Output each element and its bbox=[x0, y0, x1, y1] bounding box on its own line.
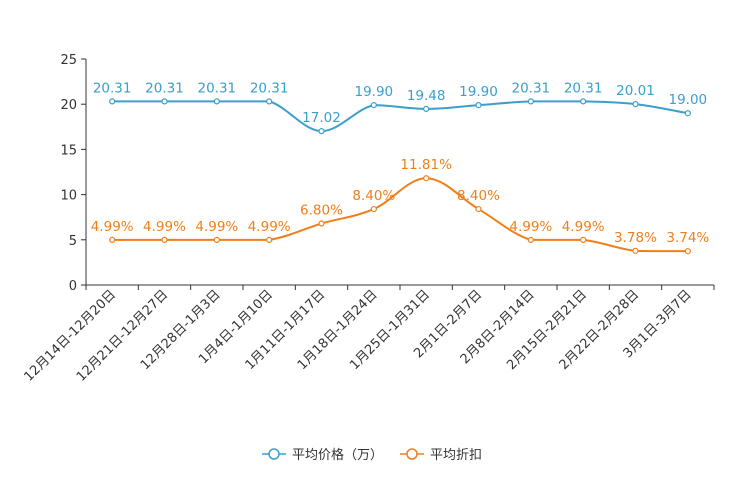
y-tick-label: 25 bbox=[60, 53, 77, 68]
data-label: 8.40% bbox=[457, 188, 500, 204]
data-point bbox=[213, 236, 220, 243]
y-tick-label: 10 bbox=[60, 189, 77, 204]
data-point bbox=[475, 102, 482, 109]
data-point bbox=[684, 110, 691, 117]
data-label: 19.48 bbox=[407, 88, 446, 104]
data-point bbox=[684, 248, 691, 255]
data-label: 3.74% bbox=[666, 230, 709, 246]
series-layer: 20.31 20.31 20.31 20.31 17.02 19.90 19.48 19.90… bbox=[91, 80, 709, 255]
data-point bbox=[266, 98, 273, 105]
data-label: 20.31 bbox=[564, 80, 603, 96]
data-label: 20.31 bbox=[93, 80, 132, 96]
data-label: 6.80% bbox=[300, 203, 343, 219]
x-tick-label: 12月21日-12月27日 bbox=[74, 287, 171, 384]
data-label: 20.31 bbox=[250, 80, 289, 96]
data-point bbox=[580, 236, 587, 243]
data-point bbox=[527, 98, 534, 105]
data-point bbox=[423, 175, 430, 182]
data-point bbox=[475, 205, 482, 213]
data-point bbox=[318, 128, 325, 135]
legend-label: 平均折扣 bbox=[430, 448, 482, 463]
data-point bbox=[109, 98, 116, 105]
data-point bbox=[109, 236, 116, 243]
data-label: 20.31 bbox=[198, 80, 237, 96]
legend-swatch-marker bbox=[406, 448, 418, 460]
data-point bbox=[370, 102, 377, 109]
y-tick-label: 5 bbox=[69, 234, 77, 249]
data-point bbox=[527, 236, 534, 243]
data-label: 4.99% bbox=[562, 219, 605, 235]
y-tick-label: 15 bbox=[60, 143, 77, 158]
series-line-1 bbox=[112, 177, 688, 253]
data-label: 20.01 bbox=[616, 83, 655, 99]
data-label: 20.31 bbox=[512, 80, 551, 96]
data-point bbox=[318, 220, 325, 227]
data-label: 11.81% bbox=[400, 157, 452, 173]
data-label: 4.99% bbox=[195, 219, 238, 235]
data-label: 17.02 bbox=[302, 110, 341, 126]
data-label: 19.00 bbox=[669, 92, 708, 108]
data-label: 4.99% bbox=[91, 219, 134, 235]
data-point bbox=[423, 105, 430, 113]
legend-label: 平均价格（万） bbox=[292, 447, 383, 463]
data-point bbox=[266, 236, 273, 243]
data-point bbox=[580, 98, 587, 105]
data-label: 3.78% bbox=[614, 230, 657, 246]
y-tick-label: 20 bbox=[60, 98, 77, 113]
data-point bbox=[161, 98, 168, 105]
data-point bbox=[370, 205, 377, 213]
series-line-0 bbox=[112, 100, 689, 133]
data-label: 4.99% bbox=[509, 219, 552, 235]
legend: 平均价格（万） 平均折扣 bbox=[262, 447, 482, 463]
data-point bbox=[213, 98, 220, 105]
data-point bbox=[632, 101, 639, 108]
data-point bbox=[161, 236, 168, 243]
data-label: 19.90 bbox=[459, 84, 498, 100]
data-label: 4.99% bbox=[143, 219, 186, 235]
data-label: 19.90 bbox=[355, 84, 394, 100]
data-point bbox=[632, 247, 639, 254]
x-tick-label: 12月14日-12月20日 bbox=[22, 287, 119, 384]
data-label: 20.31 bbox=[145, 80, 184, 96]
legend-swatch-marker bbox=[268, 448, 280, 460]
data-label: 8.40% bbox=[352, 188, 395, 204]
y-tick-label: 0 bbox=[69, 279, 77, 294]
data-label: 4.99% bbox=[248, 219, 291, 235]
